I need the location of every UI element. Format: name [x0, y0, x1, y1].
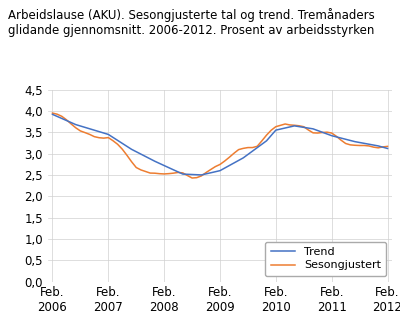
Trend [357, 140, 362, 144]
Sesongjustert [162, 172, 166, 176]
Trend [343, 137, 348, 141]
Sesongjustert [385, 144, 390, 148]
Line: Sesongjustert: Sesongjustert [52, 113, 388, 178]
Trend [222, 166, 227, 170]
Sesongjustert [190, 176, 194, 180]
Trend [199, 173, 204, 177]
Sesongjustert [50, 111, 55, 115]
Sesongjustert [222, 159, 227, 163]
Trend [124, 144, 129, 148]
Trend [334, 135, 339, 139]
Text: Arbeidslause (AKU). Sesongjusterte tal og trend. Tremånaders
glidande gjennomsni: Arbeidslause (AKU). Sesongjusterte tal o… [8, 8, 375, 37]
Line: Trend: Trend [52, 114, 388, 175]
Sesongjustert [357, 144, 362, 148]
Sesongjustert [334, 134, 339, 138]
Legend: Trend, Sesongjustert: Trend, Sesongjustert [265, 242, 386, 276]
Sesongjustert [124, 153, 129, 157]
Trend [50, 112, 55, 116]
Trend [162, 164, 166, 167]
Trend [385, 147, 390, 150]
Sesongjustert [343, 141, 348, 145]
